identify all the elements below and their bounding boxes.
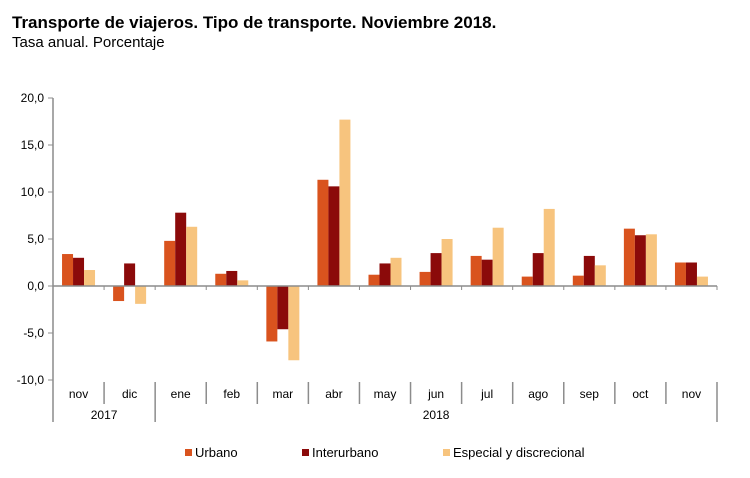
y-tick-label: 5,0 bbox=[27, 232, 44, 246]
bar-urbano-oct bbox=[623, 228, 635, 286]
legend-swatch-interurbano bbox=[302, 449, 309, 456]
y-tick-label: -5,0 bbox=[23, 326, 44, 340]
bar-urbano-nov bbox=[674, 262, 686, 286]
bar-interurbano-jun bbox=[430, 253, 442, 286]
bar-especial-y-discrecional-ene bbox=[186, 226, 198, 286]
bar-urbano-sep bbox=[572, 275, 584, 286]
y-tick-label: 15,0 bbox=[21, 138, 45, 152]
x-year-label: 2018 bbox=[423, 408, 450, 422]
bar-especial-y-discrecional-nov bbox=[696, 276, 708, 286]
bar-interurbano-may bbox=[379, 263, 391, 286]
bar-especial-y-discrecional-dic bbox=[135, 286, 147, 304]
bar-especial-y-discrecional-sep bbox=[594, 265, 606, 286]
bar-especial-y-discrecional-nov bbox=[84, 270, 96, 286]
legend-swatch-urbano bbox=[185, 449, 192, 456]
legend-item-interurbano: Interurbano bbox=[302, 445, 379, 460]
bar-urbano-dic bbox=[113, 286, 125, 302]
bar-urbano-jul bbox=[470, 255, 482, 286]
x-category-label: jun bbox=[427, 387, 444, 401]
bar-especial-y-discrecional-may bbox=[390, 257, 402, 286]
bar-interurbano-jul bbox=[481, 259, 493, 286]
bar-interurbano-ago bbox=[532, 253, 544, 286]
legend-item-urbano: Urbano bbox=[185, 445, 238, 460]
bar-urbano-feb bbox=[215, 273, 227, 286]
x-category-label: ago bbox=[528, 387, 548, 401]
x-year-label: 2017 bbox=[91, 408, 118, 422]
x-category-label: mar bbox=[273, 387, 294, 401]
legend-label-especial: Especial y discrecional bbox=[453, 445, 585, 460]
x-category-label: sep bbox=[580, 387, 600, 401]
x-category-label: nov bbox=[682, 387, 701, 401]
bar-interurbano-abr bbox=[328, 186, 340, 286]
bar-urbano-mar bbox=[266, 286, 278, 342]
bar-especial-y-discrecional-abr bbox=[339, 119, 351, 287]
x-category-label: nov bbox=[69, 387, 88, 401]
x-category-label: ene bbox=[171, 387, 191, 401]
bar-urbano-ene bbox=[164, 240, 176, 286]
x-category-label: oct bbox=[632, 387, 649, 401]
x-category-label: may bbox=[374, 387, 397, 401]
bar-urbano-nov bbox=[62, 254, 74, 286]
legend-swatch-especial bbox=[443, 449, 450, 456]
bar-urbano-ago bbox=[521, 276, 533, 286]
y-tick-label: 20,0 bbox=[21, 91, 45, 105]
bar-urbano-abr bbox=[317, 179, 329, 286]
x-category-label: abr bbox=[325, 387, 342, 401]
y-tick-label: -10,0 bbox=[17, 373, 45, 387]
bar-interurbano-feb bbox=[226, 270, 238, 286]
bar-interurbano-ene bbox=[175, 212, 187, 286]
bar-especial-y-discrecional-mar bbox=[288, 286, 300, 361]
bar-interurbano-oct bbox=[634, 235, 646, 286]
legend-item-especial: Especial y discrecional bbox=[443, 445, 585, 460]
bar-interurbano-dic bbox=[124, 263, 136, 286]
bar-interurbano-nov bbox=[685, 262, 697, 286]
x-category-label: feb bbox=[223, 387, 240, 401]
bar-urbano-may bbox=[368, 274, 380, 286]
y-tick-label: 0,0 bbox=[27, 279, 44, 293]
bar-especial-y-discrecional-jul bbox=[492, 227, 504, 286]
bar-interurbano-sep bbox=[583, 255, 595, 286]
bar-interurbano-mar bbox=[277, 286, 289, 330]
bar-urbano-jun bbox=[419, 271, 431, 286]
legend-label-urbano: Urbano bbox=[195, 445, 238, 460]
legend-label-interurbano: Interurbano bbox=[312, 445, 379, 460]
y-tick-label: 10,0 bbox=[21, 185, 45, 199]
bar-especial-y-discrecional-ago bbox=[543, 208, 555, 286]
bar-especial-y-discrecional-oct bbox=[645, 234, 657, 286]
chart-title: Transporte de viajeros. Tipo de transpor… bbox=[12, 13, 497, 32]
bar-especial-y-discrecional-jun bbox=[441, 239, 453, 286]
bar-interurbano-nov bbox=[73, 257, 85, 286]
x-category-label: dic bbox=[122, 387, 137, 401]
chart-subtitle: Tasa anual. Porcentaje bbox=[12, 34, 165, 51]
x-category-label: jul bbox=[480, 387, 493, 401]
bar-especial-y-discrecional-feb bbox=[237, 280, 249, 286]
